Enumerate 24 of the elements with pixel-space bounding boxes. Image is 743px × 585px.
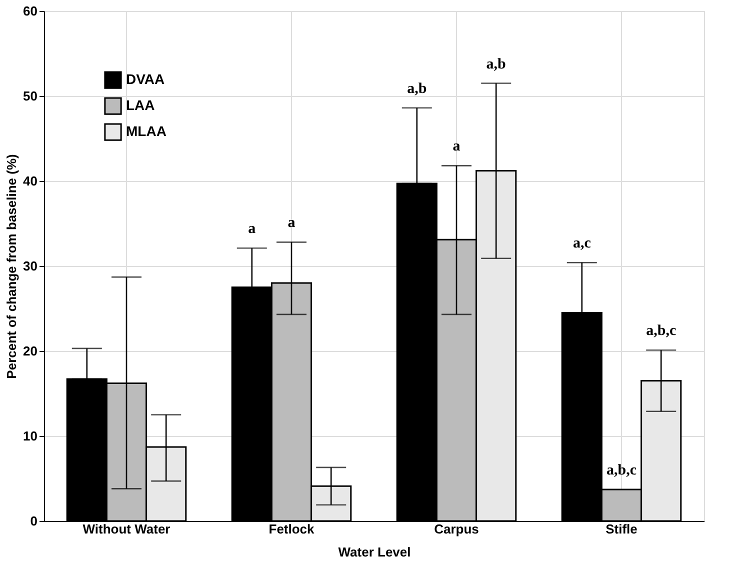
y-tick-label: 30 bbox=[23, 258, 38, 274]
x-axis-title: Water Level bbox=[338, 544, 411, 560]
y-tick-label: 60 bbox=[23, 4, 38, 18]
annotation: a bbox=[288, 215, 296, 232]
legend-label: LAA bbox=[126, 97, 155, 113]
x-tick-label: Fetlock bbox=[268, 522, 316, 536]
x-tick-label: Carpus bbox=[434, 522, 479, 536]
legend-label: DVAA bbox=[126, 71, 165, 87]
annotation: a,b bbox=[486, 56, 506, 72]
annotation: a,b,c bbox=[606, 462, 637, 479]
annotation: a,c bbox=[572, 236, 592, 252]
y-tick-label: 40 bbox=[23, 174, 38, 188]
annotation: a,b bbox=[407, 80, 427, 97]
annotation: a,b,c bbox=[646, 323, 676, 340]
x-tick-label: Without Water bbox=[82, 522, 170, 536]
annotation: a bbox=[248, 221, 256, 238]
x-tick-label: Stifle bbox=[606, 522, 638, 536]
y-tick-label: 10 bbox=[23, 428, 38, 444]
legend-label: MLAA bbox=[126, 123, 166, 139]
annotation: a bbox=[452, 138, 461, 155]
y-tick-label: 20 bbox=[23, 344, 38, 358]
y-tick-label: 0 bbox=[30, 514, 38, 528]
y-tick-label: 50 bbox=[23, 88, 38, 104]
y-axis-title: Percent of change from baseline (%) bbox=[4, 154, 20, 379]
